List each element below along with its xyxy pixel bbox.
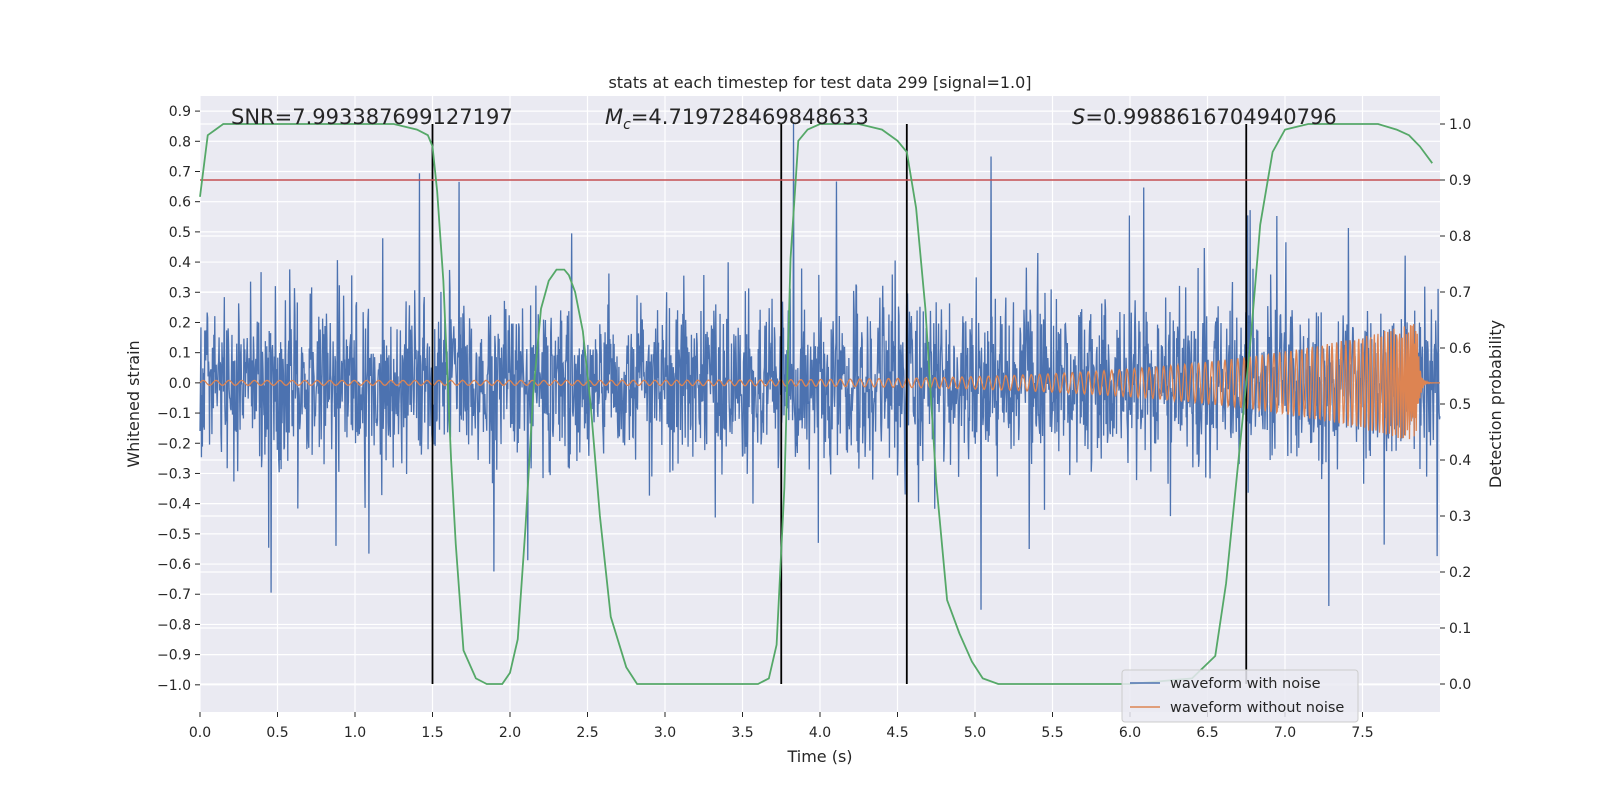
y-tick-label: −0.5 [157, 527, 191, 543]
y-tick-label: 0.4 [169, 255, 191, 271]
y-tick-label: −0.9 [157, 648, 191, 664]
vertical-markers [431, 124, 1248, 684]
y-tick-label: −0.4 [157, 497, 191, 513]
y-tick-label: −0.7 [157, 587, 191, 603]
x-tick-label: 4.5 [886, 725, 908, 741]
x-tick-label: 6.0 [1119, 725, 1141, 741]
y2-tick-label: 0.8 [1449, 229, 1471, 245]
y-tick-label: −0.6 [157, 557, 191, 573]
y2-tick-label: 1.0 [1449, 117, 1471, 133]
y-tick-label: 0.5 [169, 225, 191, 241]
y2-tick-label: 0.3 [1449, 509, 1471, 525]
y-tick-label: 0.1 [169, 346, 191, 362]
y-tick-label: −0.1 [157, 406, 191, 422]
probability-line [199, 123, 1433, 685]
s-symbol: S [1072, 105, 1085, 129]
legend-label-noise: waveform with noise [1170, 676, 1321, 692]
y-tick-label: 0.7 [169, 164, 191, 180]
s-value: =0.9988616704940796 [1085, 105, 1336, 129]
y2-tick-label: 0.6 [1449, 341, 1471, 357]
chart-title: stats at each timestep for test data 299… [608, 73, 1031, 92]
y-tick-label: 0.8 [169, 134, 191, 150]
chirp-mass-annotation: Mc=4.719728469848633 [605, 105, 869, 133]
x-tick-label: 1.0 [344, 725, 366, 741]
probability-series [199, 123, 1433, 685]
x-tick-label: 7.5 [1351, 725, 1373, 741]
x-tick-label: 3.0 [654, 725, 676, 741]
s-annotation: S=0.9988616704940796 [1072, 105, 1337, 129]
legend: waveform with noise waveform without noi… [1121, 669, 1359, 723]
x-tick-label: 0.5 [266, 725, 288, 741]
y-tick-label: 0.0 [169, 376, 191, 392]
x-axis-title: Time (s) [786, 747, 852, 766]
axes: 0.0 0.5 1.0 1.5 2.0 2.5 3.0 3.5 4.0 4.5 5.0 5.5 6.0 6… [157, 104, 1471, 741]
clean-waveform-series [199, 324, 1441, 440]
y2-tick-label: 0.0 [1449, 677, 1471, 693]
snr-annotation: SNR=7.993387699127197 [231, 105, 513, 129]
x-tick-label: 2.0 [499, 725, 521, 741]
y2-tick-label: 0.4 [1449, 453, 1471, 469]
y-tick-label: −0.8 [157, 617, 191, 633]
y2-tick-label: 0.2 [1449, 565, 1471, 581]
y-tick-label: −0.3 [157, 466, 191, 482]
chirp-mass-subscript: c [623, 117, 631, 133]
x-tick-label: 5.5 [1041, 725, 1063, 741]
y-tick-label: 0.3 [169, 285, 191, 301]
y2-tick-label: 0.1 [1449, 621, 1471, 637]
chirp-mass-symbol: M [605, 105, 623, 129]
x-tick-label: 1.5 [421, 725, 443, 741]
noise-waveform-line [199, 123, 1441, 610]
x-tick-label: 3.5 [731, 725, 753, 741]
y2-tick-label: 0.5 [1449, 397, 1471, 413]
y-tick-label: 0.9 [169, 104, 191, 120]
y-tick-label: −0.2 [157, 436, 191, 452]
clean-waveform-line [199, 324, 1441, 440]
noise-waveform-series [199, 123, 1441, 610]
x-tick-label: 5.0 [964, 725, 986, 741]
y2-axis-title: Detection probability [1486, 320, 1505, 488]
y-tick-label: 0.6 [169, 195, 191, 211]
x-tick-label: 0.0 [189, 725, 211, 741]
x-tick-label: 6.5 [1196, 725, 1218, 741]
chirp-mass-value: =4.719728469848633 [631, 105, 869, 129]
x-tick-label: 4.0 [809, 725, 831, 741]
y-axis-title: Whitened strain [124, 340, 143, 467]
y2-tick-label: 0.7 [1449, 285, 1471, 301]
legend-label-clean: waveform without noise [1170, 700, 1344, 716]
x-tick-label: 7.0 [1274, 725, 1296, 741]
legend-box [1121, 669, 1359, 723]
y-tick-label: 0.2 [169, 315, 191, 331]
y2-tick-label: 0.9 [1449, 173, 1471, 189]
y-tick-label: −1.0 [157, 678, 191, 694]
x-tick-label: 2.5 [576, 725, 598, 741]
